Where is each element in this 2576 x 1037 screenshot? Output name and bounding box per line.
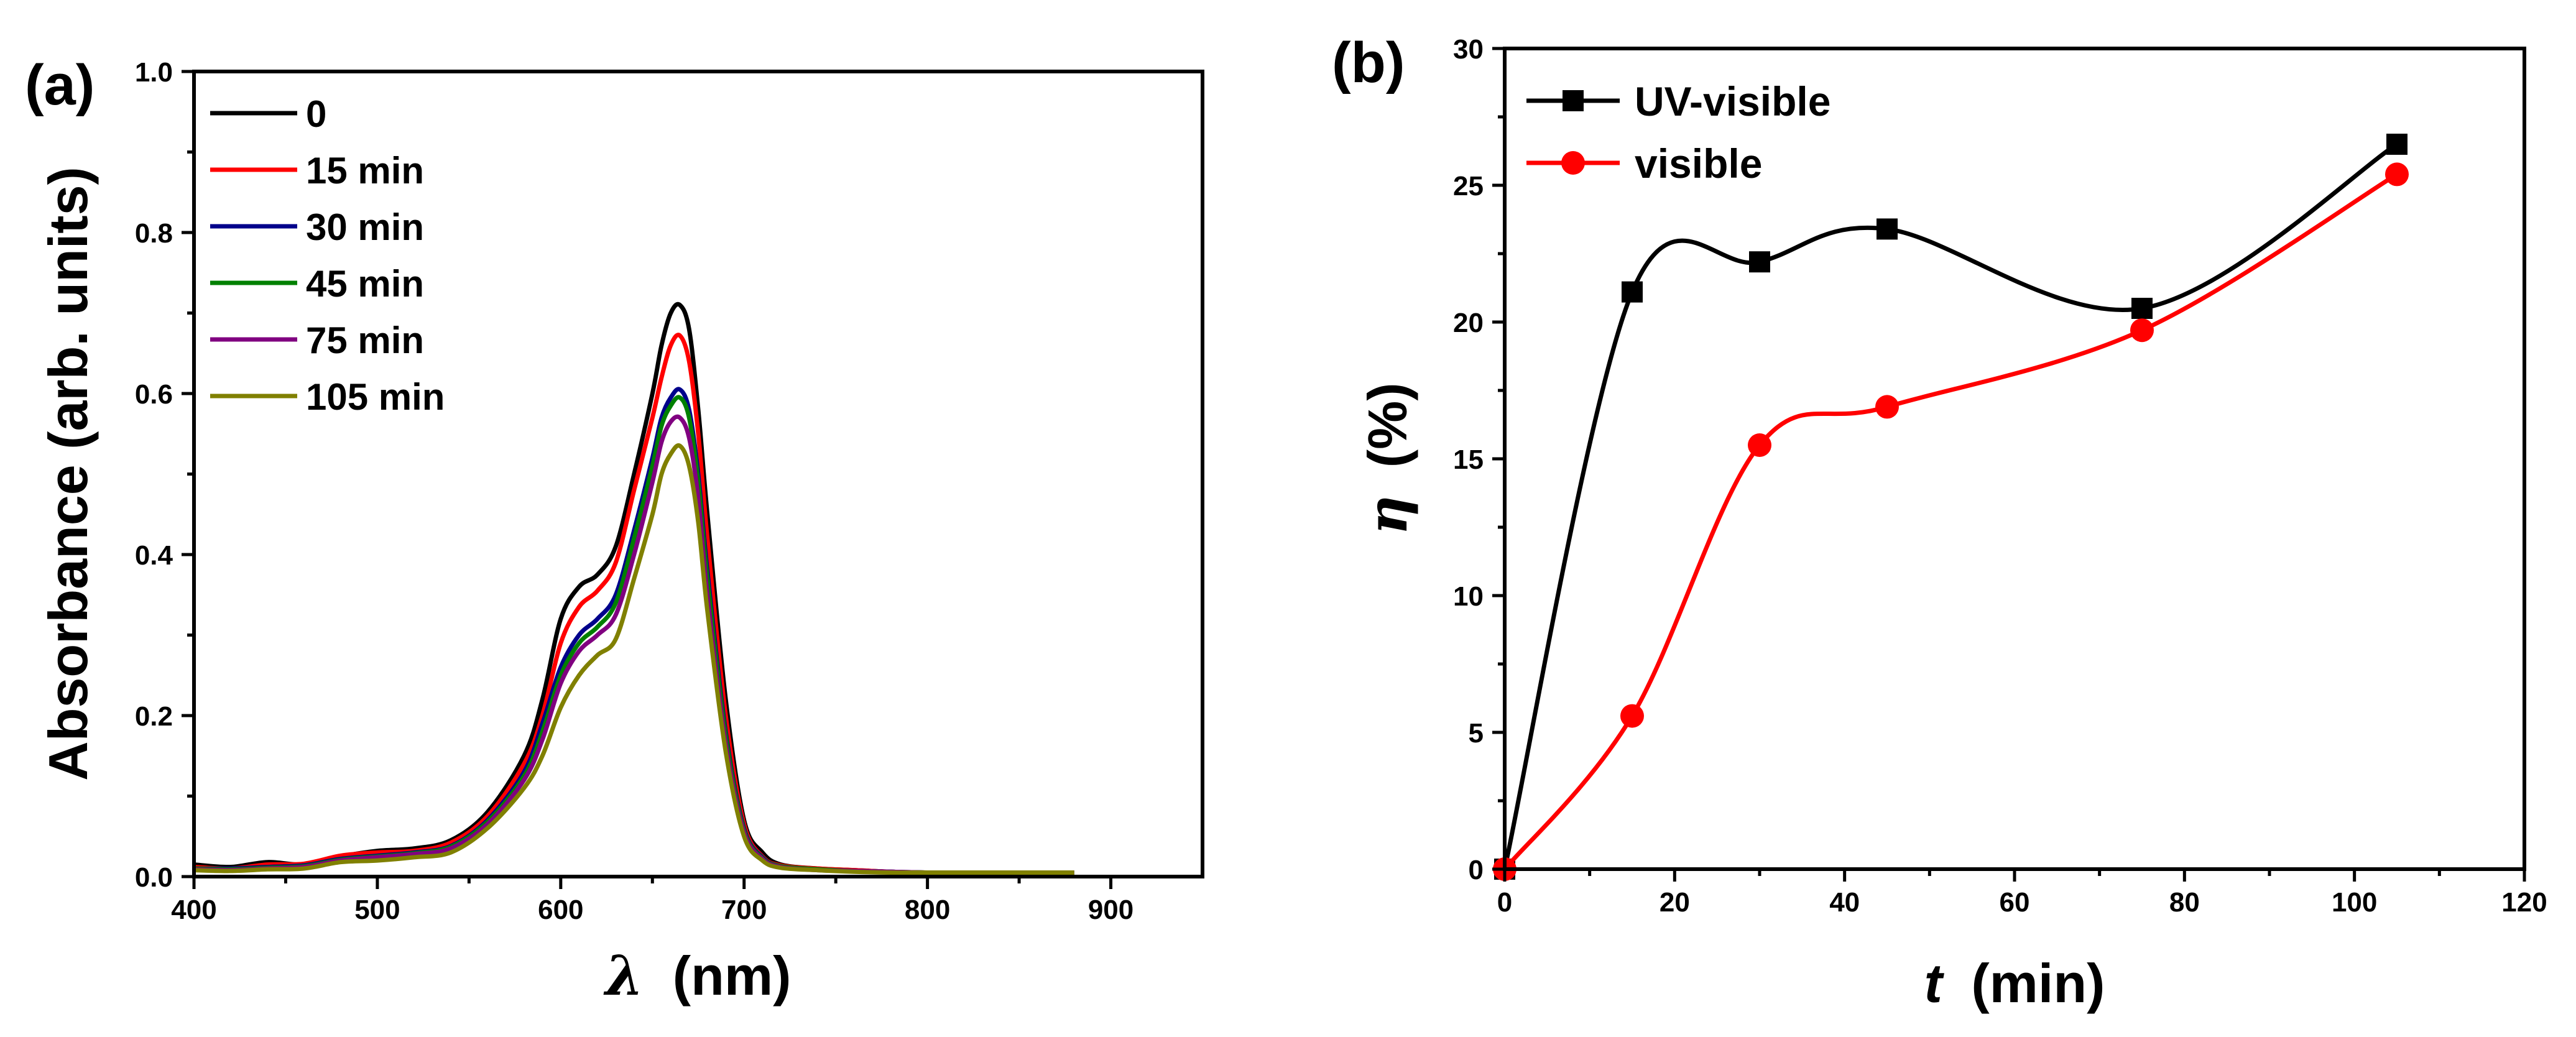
y-tick-label: 30 bbox=[1453, 34, 1484, 65]
panel-b-series-group bbox=[1493, 134, 2409, 881]
x-tick-label: 40 bbox=[1829, 887, 1860, 918]
y-tick-label: 15 bbox=[1453, 445, 1484, 475]
data-point-square bbox=[2131, 298, 2153, 319]
x-tick-label: 0 bbox=[1497, 887, 1512, 918]
x-tick-label: 20 bbox=[1660, 887, 1690, 918]
y-tick-label: 25 bbox=[1453, 171, 1484, 201]
x-tick-label: 80 bbox=[2169, 887, 2200, 918]
panel-b-y-tick-labels: 0 5 10 15 20 25 30 bbox=[1453, 34, 1484, 885]
panel-b-y-axis-unit: (%) bbox=[1357, 382, 1418, 468]
series-line-105-min bbox=[193, 443, 1074, 875]
series-line-30-min bbox=[193, 387, 1074, 875]
legend-label: visible bbox=[1635, 141, 1762, 187]
panel-b-y-axis-symbol: η bbox=[1355, 495, 1420, 535]
data-point-square bbox=[1749, 251, 1770, 273]
x-tick-label: 120 bbox=[2501, 887, 2547, 918]
y-tick-label: 0.6 bbox=[135, 379, 173, 410]
y-tick-label: 1.0 bbox=[135, 57, 173, 88]
panel-a-absorbance-chart: 400 500 600 700 800 900 0.0 0.2 0.4 0.6 0.8 1.0 (a… bbox=[25, 53, 1204, 1008]
panel-b-x-axis-title: t (min) bbox=[1924, 952, 2105, 1014]
x-tick-label: 500 bbox=[354, 895, 400, 925]
legend-label: 15 min bbox=[306, 150, 424, 191]
y-tick-label: 10 bbox=[1453, 581, 1484, 612]
panel-a-x-axis-title: λ (nm) bbox=[603, 943, 792, 1008]
data-point-square bbox=[2386, 134, 2407, 155]
legend-label: 75 min bbox=[306, 320, 424, 361]
data-point-circle bbox=[1748, 433, 1771, 457]
data-point-circle bbox=[1620, 704, 1644, 728]
panel-b-label: (b) bbox=[1332, 31, 1405, 94]
x-tick-label: 900 bbox=[1088, 895, 1133, 925]
panel-a-label: (a) bbox=[25, 53, 95, 117]
legend-label: 45 min bbox=[306, 263, 424, 305]
data-point-circle bbox=[2385, 162, 2409, 187]
x-tick-label: 60 bbox=[2000, 887, 2030, 918]
data-point-square bbox=[1877, 218, 1898, 240]
panel-b-x-axis-symbol: t bbox=[1924, 952, 1945, 1014]
y-tick-label: 20 bbox=[1453, 308, 1484, 338]
y-tick-label: 5 bbox=[1469, 718, 1484, 749]
x-tick-label: 400 bbox=[171, 895, 216, 925]
panel-b-ticks bbox=[1492, 47, 2526, 882]
data-point-square bbox=[1622, 281, 1643, 303]
panel-a-y-axis-title: Absorbance (arb. units) bbox=[37, 167, 99, 781]
panel-a-y-tick-labels: 0.0 0.2 0.4 0.6 0.8 1.0 bbox=[135, 57, 173, 893]
y-tick-label: 0.0 bbox=[135, 862, 173, 893]
y-tick-label: 0.4 bbox=[135, 540, 173, 571]
x-tick-label: 700 bbox=[721, 895, 767, 925]
data-point-circle bbox=[2130, 318, 2154, 343]
series-line-uv-visible bbox=[1502, 142, 2398, 870]
y-tick-label: 0 bbox=[1469, 855, 1484, 885]
x-tick-label: 800 bbox=[905, 895, 950, 925]
panel-a-x-axis-unit: (nm) bbox=[673, 945, 792, 1007]
panel-a-series-group bbox=[193, 302, 1074, 875]
panel-b-legend: UV-visible visible bbox=[1526, 78, 1830, 187]
panel-a-x-axis-symbol: λ bbox=[603, 943, 644, 1008]
panel-b-x-tick-labels: 0 20 40 60 80 100 120 bbox=[1497, 887, 2547, 918]
data-point-circle bbox=[1875, 395, 1899, 419]
legend-label: UV-visible bbox=[1635, 78, 1830, 124]
x-tick-label: 100 bbox=[2332, 887, 2377, 918]
y-tick-label: 0.8 bbox=[135, 218, 173, 249]
panel-b-x-axis-unit: (min) bbox=[1971, 952, 2105, 1014]
legend-label: 30 min bbox=[306, 206, 424, 248]
panel-b-y-axis-title: η (%) bbox=[1355, 382, 1420, 535]
legend-marker-circle bbox=[1561, 151, 1585, 175]
panel-a-legend: 0 15 min 30 min 45 min 75 min 105 min bbox=[210, 93, 445, 418]
legend-marker-square bbox=[1563, 90, 1584, 111]
y-tick-label: 0.2 bbox=[135, 701, 173, 732]
panel-a-ticks bbox=[182, 70, 1113, 889]
x-tick-label: 600 bbox=[538, 895, 583, 925]
legend-label: 0 bbox=[306, 93, 326, 135]
panel-b-efficiency-chart: 0 20 40 60 80 100 120 0 5 10 15 20 25 30 (b) t (min)… bbox=[1332, 31, 2547, 1014]
legend-label: 105 min bbox=[306, 376, 445, 418]
panel-a-x-tick-labels: 400 500 600 700 800 900 bbox=[171, 895, 1133, 925]
